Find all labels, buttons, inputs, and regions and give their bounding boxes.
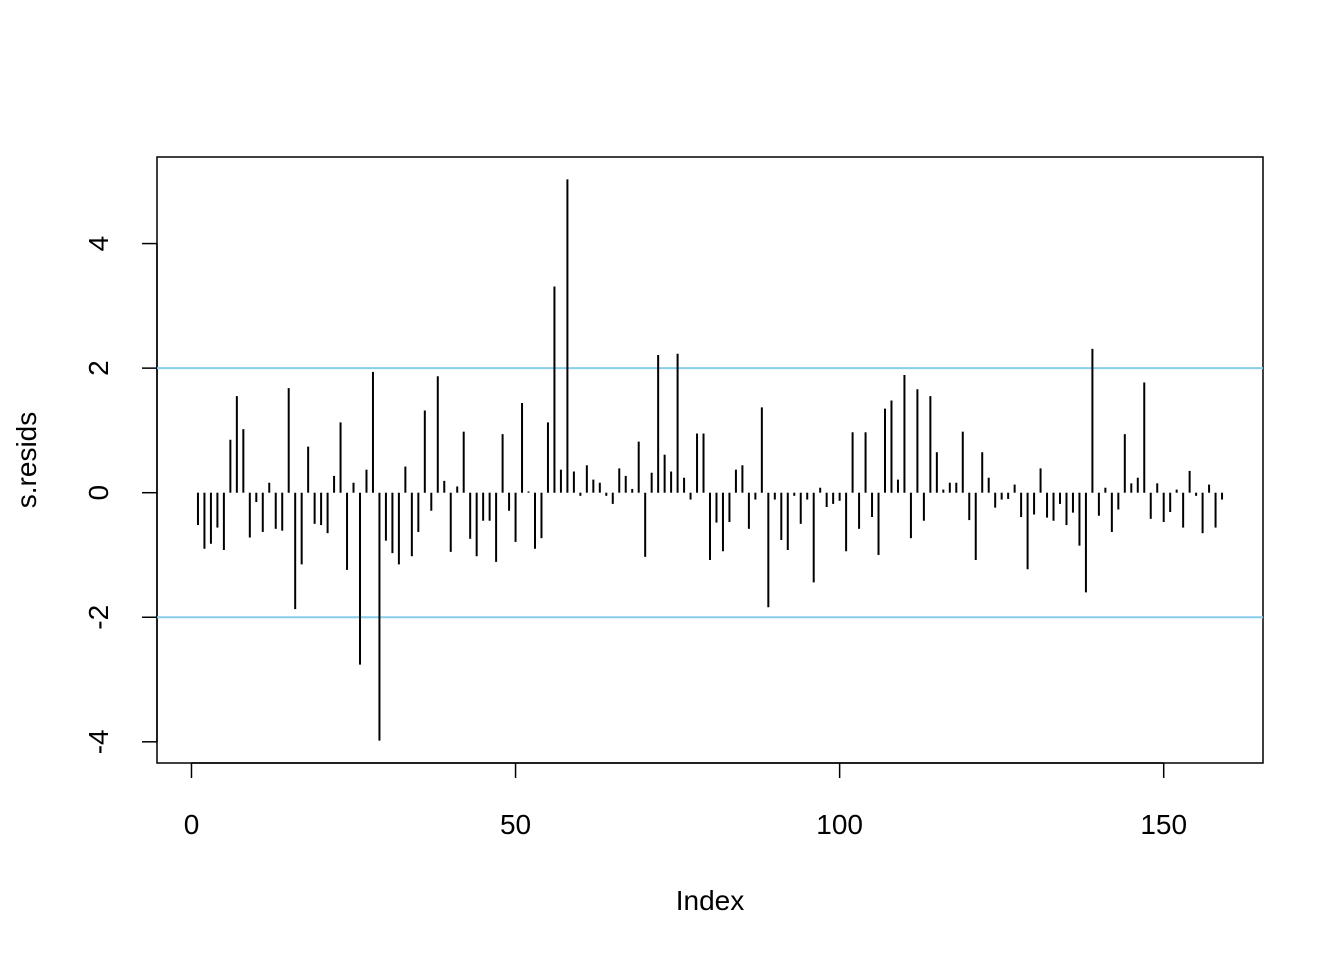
x-tick-label: 100 bbox=[816, 809, 863, 840]
y-tick-label: 2 bbox=[83, 360, 114, 376]
x-tick-label: 50 bbox=[500, 809, 531, 840]
y-tick-label: 0 bbox=[83, 485, 114, 501]
x-tick-label: 0 bbox=[184, 809, 200, 840]
y-tick-label: 4 bbox=[83, 236, 114, 252]
y-tick-label: -2 bbox=[83, 605, 114, 630]
x-axis-label: Index bbox=[676, 885, 745, 916]
x-tick-label: 150 bbox=[1140, 809, 1187, 840]
y-tick-label: -4 bbox=[83, 729, 114, 754]
plot-frame bbox=[156, 156, 1264, 764]
y-axis-label: s.resids bbox=[11, 412, 42, 508]
